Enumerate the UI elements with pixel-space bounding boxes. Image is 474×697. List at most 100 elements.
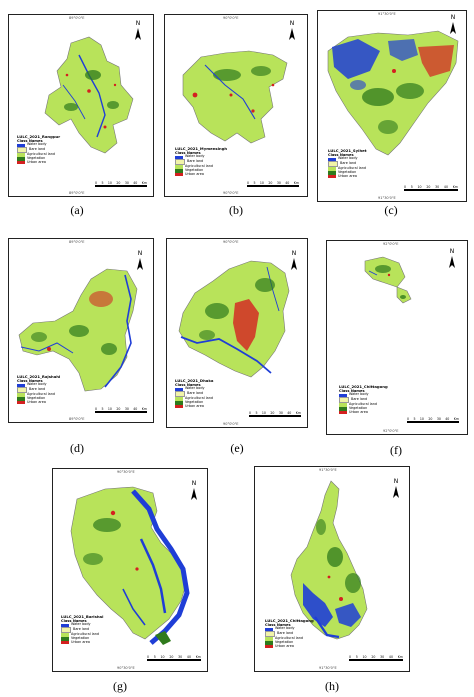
legend-label: Agricultural land bbox=[349, 401, 378, 406]
legend-label: Agricultural land bbox=[275, 635, 304, 640]
scale-bar-b: 0 5 10 20 30 40 Km bbox=[247, 181, 299, 187]
region-map-a bbox=[44, 36, 134, 154]
legend-c: LULC_2021_Sylhet Class Names Water body … bbox=[328, 148, 367, 179]
coord-top-g: 90°30'0"E bbox=[117, 470, 135, 474]
caption-c: (c) bbox=[384, 203, 398, 217]
map-panel-e: 90°0'0"E 90°0'0"E N LULC_2021_Dhaka Clas… bbox=[166, 238, 308, 428]
caption-e: (e) bbox=[230, 441, 244, 455]
legend-row-water: Water body bbox=[17, 382, 60, 388]
legend-label: Bare land bbox=[29, 147, 46, 152]
legend-row-urban: Urban area bbox=[175, 403, 213, 409]
legend-class-label: Class Names bbox=[175, 383, 201, 388]
legend-row-water: Water body bbox=[175, 387, 213, 392]
coord-top-e: 90°0'0"E bbox=[223, 240, 239, 244]
north-label: N bbox=[191, 480, 197, 487]
map-panel-c: 91°30'0"E 91°30'0"E N LULC_2021_Sylhet C… bbox=[317, 10, 467, 202]
legend-title: LULC_2021_Mymensingh bbox=[175, 146, 228, 151]
legend-label: Urban area bbox=[27, 159, 46, 164]
legend-row-agri: Agricultural land bbox=[328, 165, 367, 171]
north-label: N bbox=[449, 248, 455, 255]
legend-row-agri: Agricultural land bbox=[265, 635, 314, 641]
legend-row-veg: Vegetation bbox=[17, 396, 60, 401]
north-arrow-icon bbox=[393, 486, 399, 498]
scale-bar-f: 0 5 10 20 30 40 Km bbox=[407, 417, 459, 423]
legend-label: Agricultural land bbox=[185, 163, 214, 168]
legend-row-urban: Urban area bbox=[61, 639, 103, 645]
north-arrow-icon bbox=[137, 258, 143, 270]
legend-class-label: Class Names bbox=[175, 151, 201, 156]
legend-label: Water body bbox=[349, 392, 369, 397]
north-arrow-icon bbox=[289, 28, 295, 40]
legend-title: LULC_2021_Chittagong bbox=[265, 618, 314, 623]
region-map-b bbox=[182, 50, 288, 144]
north-arrow-icon bbox=[191, 488, 197, 500]
legend-label: Bare land bbox=[73, 627, 90, 632]
legend-title: LULC_2021_Dhaka bbox=[175, 378, 214, 383]
legend-row-veg: Vegetation bbox=[17, 156, 60, 161]
legend-row-urban: Urban area bbox=[339, 409, 388, 415]
legend-label: Water body bbox=[27, 382, 47, 387]
legend-row-urban: Urban area bbox=[175, 171, 227, 177]
legend-label: Bare land bbox=[351, 397, 368, 402]
map-panel-g: 90°30'0"E 90°30'0"E N LULC_2021_Barishal… bbox=[52, 468, 208, 672]
legend-row-agri: Agricultural land bbox=[61, 632, 103, 637]
legend-label: Urban area bbox=[27, 399, 46, 404]
legend-label: Water body bbox=[275, 626, 295, 631]
coord-top-b: 90°0'0"E bbox=[223, 16, 239, 20]
legend-label: Agricultural land bbox=[27, 391, 56, 396]
legend-label: Agricultural land bbox=[338, 165, 367, 170]
north-arrow-icon bbox=[450, 22, 456, 34]
north-label: N bbox=[291, 250, 297, 257]
north-arrow-g: N bbox=[187, 481, 201, 501]
north-arrow-e: N bbox=[287, 251, 301, 271]
north-arrow-f: N bbox=[445, 249, 459, 269]
legend-title: LULC_2021_Barishal bbox=[61, 614, 104, 619]
legend-label: Agricultural land bbox=[27, 151, 56, 156]
legend-label: Urban area bbox=[185, 403, 204, 408]
legend-label: Urban area bbox=[185, 171, 204, 176]
coord-bottom-b: 90°0'0"E bbox=[223, 191, 239, 195]
legend-label: Water body bbox=[185, 154, 205, 159]
north-label: N bbox=[137, 250, 143, 257]
legend-row-veg: Vegetation bbox=[61, 636, 103, 641]
legend-class-label: Class Names bbox=[339, 389, 365, 394]
north-arrow-h: N bbox=[389, 479, 403, 499]
legend-h: LULC_2021_Chittagong Class Names Water b… bbox=[265, 618, 314, 649]
north-arrow-d: N bbox=[133, 251, 147, 271]
legend-class-label: Class Names bbox=[265, 623, 291, 628]
legend-label: Vegetation bbox=[275, 639, 294, 644]
legend-label: Urban area bbox=[71, 639, 90, 644]
legend-g: LULC_2021_Barishal Class Names Water bod… bbox=[61, 614, 104, 645]
legend-row-water: Water body bbox=[265, 626, 314, 632]
legend-label: Water body bbox=[71, 622, 91, 627]
legend-label: Water body bbox=[338, 156, 358, 161]
legend-title: LULC_2021_Chittagong bbox=[339, 384, 388, 389]
north-arrow-a: N bbox=[131, 21, 145, 41]
legend-row-water: Water body bbox=[328, 156, 367, 162]
coord-top-d: 89°0'0"E bbox=[69, 240, 85, 244]
legend-label: Vegetation bbox=[349, 405, 368, 410]
map-panel-a: 89°0'0"E 89°0'0"E N LULC_2021_Rangpur Cl… bbox=[8, 14, 154, 197]
region-shape bbox=[44, 36, 134, 154]
scale-bar-a: 0 5 10 20 30 40 Km bbox=[95, 181, 147, 187]
coord-bottom-e: 90°0'0"E bbox=[223, 422, 239, 426]
coord-top-c: 91°30'0"E bbox=[378, 12, 396, 16]
legend-row-urban: Urban area bbox=[17, 399, 60, 405]
north-label: N bbox=[289, 20, 295, 27]
region-map-f bbox=[364, 256, 412, 304]
legend-label: Urban area bbox=[349, 409, 368, 414]
map-panel-h: 91°30'0"E 91°30'0"E N LULC_2021_Chittago… bbox=[254, 466, 410, 672]
region-map-h bbox=[290, 480, 368, 640]
legend-d: LULC_2021_Rajshahi Class Names Water bod… bbox=[17, 374, 60, 405]
legend-row-agri: Agricultural land bbox=[175, 396, 213, 401]
north-arrow-icon bbox=[135, 28, 141, 40]
coord-top-h: 91°30'0"E bbox=[319, 468, 337, 472]
scale-bar-e: 0 5 10 20 30 40 Km bbox=[249, 411, 301, 417]
region-shape bbox=[182, 50, 288, 144]
scale-bar-d: 0 5 10 20 30 40 Km bbox=[95, 407, 147, 413]
legend-row-water: Water body bbox=[17, 143, 60, 148]
coord-bottom-f: 92°0'0"E bbox=[383, 429, 399, 433]
legend-row-urban: Urban area bbox=[265, 644, 314, 649]
legend-row-veg: Vegetation bbox=[339, 405, 388, 411]
legend-row-veg: Vegetation bbox=[175, 400, 213, 405]
